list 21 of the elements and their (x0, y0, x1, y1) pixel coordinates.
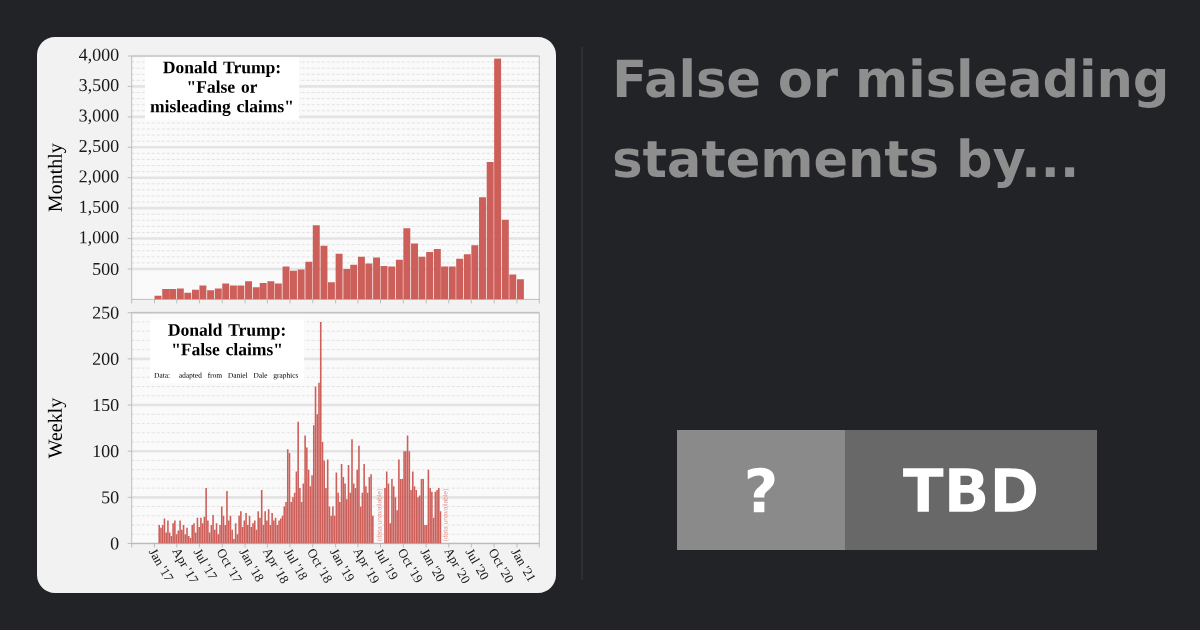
y-tick-label: 250 (92, 306, 119, 319)
text: Donald Trump: "False claims" (168, 323, 285, 356)
y-tick-label: 500 (93, 262, 119, 276)
text: Donald Trump: "False or misleading claims" (150, 61, 292, 117)
y-tick-label: 200 (92, 352, 119, 365)
y-tick-label: 3,500 (79, 79, 119, 94)
y-tick-label: 4,000 (79, 48, 119, 64)
text: TBD (903, 468, 1037, 512)
y-tick-label: 3,000 (79, 109, 119, 125)
y-axis-title: Weekly (47, 397, 67, 459)
y-tick-label: 0 (110, 537, 119, 550)
y-tick-label: 2,500 (79, 139, 119, 155)
text: ? (747, 467, 775, 513)
y-tick-label: 100 (93, 445, 119, 458)
y-tick-label: 2,000 (79, 170, 119, 186)
y-axis-title: Monthly (47, 143, 67, 212)
y-tick-label: 1,500 (80, 200, 119, 216)
y-tick-label: 50 (102, 491, 119, 504)
y-tick-label: 1,000 (80, 231, 119, 246)
text: False or misleading statements by... (614, 58, 1166, 188)
y-tick-label: 150 (93, 398, 119, 412)
